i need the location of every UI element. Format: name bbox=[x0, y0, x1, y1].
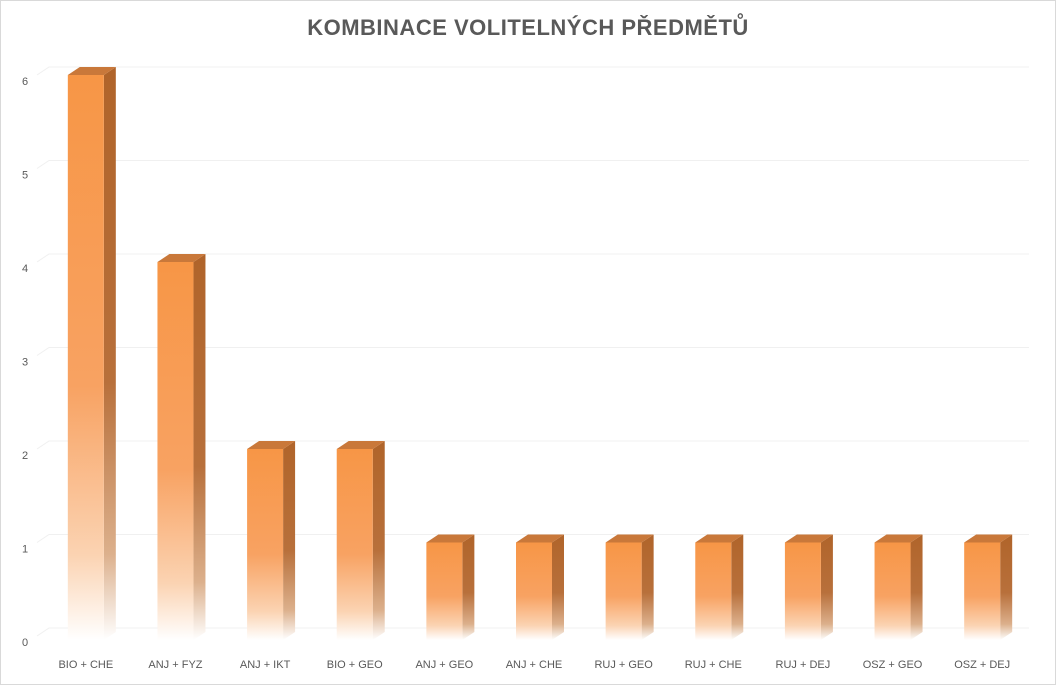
bar-side bbox=[552, 534, 564, 640]
bar-front bbox=[336, 449, 373, 640]
bar-front bbox=[695, 542, 732, 640]
x-category-label: OSZ + GEO bbox=[863, 659, 923, 671]
bar-front bbox=[784, 542, 821, 640]
bar-front bbox=[516, 542, 552, 640]
bar bbox=[516, 534, 564, 640]
bars bbox=[67, 67, 1013, 640]
bar-top bbox=[157, 254, 206, 262]
bar-side bbox=[731, 534, 744, 640]
bar bbox=[874, 534, 923, 640]
bar-front bbox=[605, 542, 642, 640]
x-category-label: OSZ + DEJ bbox=[954, 659, 1010, 671]
x-category-label: RUJ + GEO bbox=[594, 659, 653, 671]
bar bbox=[67, 67, 116, 640]
y-axis-ticks: 0 1 2 3 4 5 6 bbox=[22, 76, 28, 649]
bar-front bbox=[67, 75, 104, 640]
y-tick-label: 4 bbox=[22, 263, 28, 275]
bar-side bbox=[103, 67, 116, 640]
bar-side bbox=[1000, 534, 1013, 640]
x-category-label: BIO + GEO bbox=[327, 659, 383, 671]
bar bbox=[964, 534, 1013, 640]
bar-top bbox=[784, 534, 833, 543]
gridline bbox=[36, 253, 1029, 263]
y-tick-label: 3 bbox=[22, 357, 28, 369]
bar-top bbox=[336, 441, 385, 449]
x-category-label: ANJ + GEO bbox=[415, 659, 473, 671]
bar-front bbox=[874, 542, 911, 640]
bar-top bbox=[605, 534, 654, 543]
x-category-label: RUJ + DEJ bbox=[776, 659, 831, 671]
x-category-label: ANJ + FYZ bbox=[148, 659, 202, 671]
x-category-label: BIO + CHE bbox=[58, 659, 113, 671]
y-tick-label: 2 bbox=[22, 450, 28, 462]
bar-side bbox=[820, 534, 833, 640]
bar-top bbox=[67, 67, 116, 75]
gridline bbox=[36, 534, 1029, 543]
gridline bbox=[36, 160, 1029, 169]
bar-side bbox=[462, 534, 475, 640]
x-category-label: ANJ + CHE bbox=[506, 659, 563, 671]
bar-top bbox=[695, 534, 744, 543]
chart-title: KOMBINACE VOLITELNÝCH PŘEDMĚTŮ bbox=[307, 15, 749, 40]
gridline bbox=[36, 347, 1029, 356]
gridline bbox=[36, 66, 1029, 76]
bar-side bbox=[372, 441, 385, 640]
bar bbox=[336, 441, 385, 640]
bar-front bbox=[247, 449, 284, 640]
y-tick-label: 5 bbox=[22, 170, 28, 182]
gridline bbox=[36, 440, 1029, 450]
bar-top bbox=[964, 534, 1013, 543]
bar bbox=[695, 534, 744, 640]
bar-top bbox=[516, 534, 564, 543]
y-tick-label: 1 bbox=[22, 544, 28, 556]
gridlines bbox=[36, 66, 1029, 637]
bar-front bbox=[157, 262, 194, 640]
bar-side bbox=[283, 441, 296, 640]
bar-side bbox=[910, 534, 923, 640]
bar-top bbox=[426, 534, 475, 543]
bar bbox=[426, 534, 475, 640]
bar bbox=[157, 254, 206, 640]
bar-top bbox=[247, 441, 296, 449]
bar bbox=[784, 534, 833, 640]
bar-top bbox=[874, 534, 923, 543]
y-tick-label: 0 bbox=[22, 637, 28, 649]
bar bbox=[605, 534, 654, 640]
x-axis-labels: BIO + CHE ANJ + FYZ ANJ + IKT BIO + GEO ANJ … bbox=[58, 659, 1010, 671]
bar-side bbox=[641, 534, 654, 640]
bar-front bbox=[964, 542, 1001, 640]
x-category-label: RUJ + CHE bbox=[685, 659, 742, 671]
x-category-label: ANJ + IKT bbox=[240, 659, 291, 671]
bar-front bbox=[426, 542, 463, 640]
bar-side bbox=[193, 254, 206, 640]
bar bbox=[247, 441, 296, 640]
y-tick-label: 6 bbox=[22, 76, 28, 88]
